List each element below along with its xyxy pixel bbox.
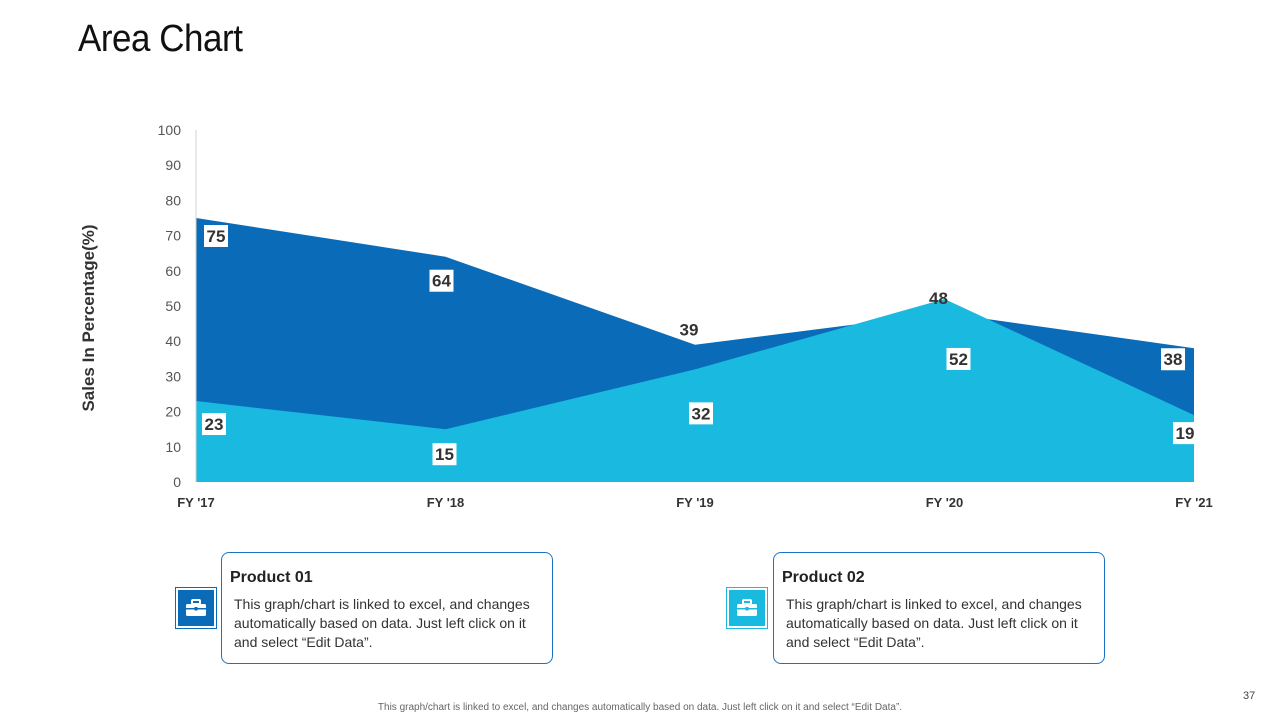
briefcase-icon (726, 587, 768, 629)
y-tick-label: 30 (165, 368, 181, 384)
footer-note: This graph/chart is linked to excel, and… (377, 702, 903, 713)
y-tick-label: 60 (165, 263, 181, 279)
y-axis-label: Sales In Percentage(%) (79, 224, 98, 412)
product-02-card: Product 02 This graph/chart is linked to… (773, 552, 1105, 664)
x-tick-label: FY '21 (1175, 495, 1213, 510)
data-label-product-01-bg (429, 269, 454, 292)
product-01-title: Product 01 (230, 569, 313, 586)
y-tick-label: 40 (165, 333, 181, 349)
y-tick-label: 20 (165, 404, 181, 420)
data-label-product-02-bg (432, 443, 457, 466)
briefcase-icon (175, 587, 217, 629)
data-label-product-02: 52 (949, 350, 968, 369)
x-tick-label: FY '18 (427, 495, 465, 510)
y-tick-label: 100 (158, 122, 182, 138)
area-series-2 (196, 298, 1194, 482)
y-tick-label: 80 (165, 192, 181, 208)
data-label-product-01: 38 (1164, 350, 1183, 369)
data-label-product-01-bg (1161, 348, 1185, 371)
product-02-title: Product 02 (782, 569, 865, 586)
y-tick-label: 70 (165, 228, 181, 244)
x-tick-label: FY '17 (177, 495, 215, 510)
data-label-product-01: 48 (929, 289, 948, 308)
x-tick-label: FY '20 (926, 495, 964, 510)
x-tick-label: FY '19 (676, 495, 714, 510)
y-tick-label: 90 (165, 157, 181, 173)
data-label-product-02-bg (202, 413, 226, 436)
data-label-product-02: 23 (205, 415, 224, 434)
data-label-product-02: 15 (435, 445, 454, 464)
data-label-product-02: 19 (1176, 424, 1195, 443)
product-01-card: Product 01 This graph/chart is linked to… (221, 552, 553, 664)
page-number: 37 (1243, 690, 1256, 702)
data-label-product-02-bg (1173, 422, 1197, 445)
data-label-product-01: 39 (680, 321, 699, 340)
area-chart[interactable]: 0 10 20 30 40 50 60 70 80 90 100 FY '17 FY '18 FY '19… (0, 0, 1280, 540)
data-label-product-02: 32 (692, 404, 711, 423)
product-01-description: This graph/chart is linked to excel, and… (234, 596, 530, 650)
data-label-product-01-bg (204, 225, 228, 247)
y-tick-label: 0 (173, 474, 181, 490)
y-tick-label: 10 (165, 439, 181, 455)
data-label-product-01: 64 (432, 272, 451, 291)
data-label-product-01: 75 (207, 227, 226, 246)
page-title: Area Chart (78, 18, 243, 60)
product-02-description: This graph/chart is linked to excel, and… (786, 596, 1082, 650)
y-tick-label: 50 (165, 298, 181, 314)
data-label-product-02-bg (689, 402, 713, 425)
data-label-product-02-bg (946, 347, 971, 370)
